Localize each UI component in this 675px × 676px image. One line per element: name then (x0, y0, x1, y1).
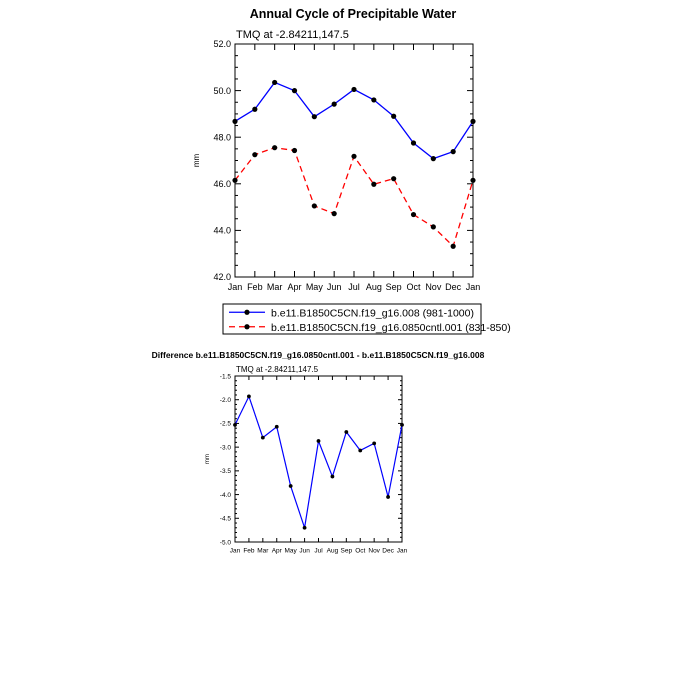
data-point (274, 424, 279, 429)
x-tick-label: Nov (425, 282, 442, 292)
series-line-1 (234, 394, 403, 528)
series-line-1 (234, 81, 474, 160)
y-tick-label: -2.5 (220, 421, 232, 428)
legend-marker (244, 309, 250, 315)
y-axis-label: mm (192, 154, 201, 168)
data-point (331, 101, 337, 107)
x-tick-label: Dec (445, 282, 462, 292)
x-tick-label: Oct (355, 548, 365, 555)
data-point (430, 224, 436, 230)
x-tick-label: Jul (348, 282, 360, 292)
data-point (233, 422, 237, 427)
data-point (272, 145, 278, 151)
data-point (311, 203, 317, 209)
data-point (450, 243, 456, 249)
chart-subtitle: TMQ at -2.84211,147.5 (236, 365, 319, 374)
x-tick-label: Oct (406, 282, 421, 292)
x-tick-label: Jan (397, 548, 408, 555)
legend-label: b.e11.B1850C5CN.f19_g16.008 (981-1000) (271, 307, 474, 319)
x-tick-label: Aug (327, 548, 339, 555)
annual-cycle-chart: Annual Cycle of Precipitable Water TMQ at… (192, 7, 511, 335)
data-point (470, 177, 476, 183)
data-point (386, 495, 390, 499)
x-tick-label: Mar (267, 282, 283, 292)
data-point (272, 79, 278, 86)
data-point (291, 88, 298, 94)
data-point (410, 140, 417, 146)
x-tick-label: Jun (299, 548, 310, 555)
data-point (260, 435, 265, 440)
x-tick-label: Sep (386, 282, 402, 292)
data-point (252, 152, 258, 158)
data-point (372, 441, 377, 446)
y-tick-label: 44.0 (213, 226, 231, 236)
data-point (391, 176, 397, 182)
chart-title: Annual Cycle of Precipitable Water (250, 7, 457, 21)
plot-frame (234, 375, 403, 543)
plot-frame (234, 43, 474, 278)
y-tick-label: -5.0 (220, 539, 232, 546)
y-tick-label: 48.0 (213, 132, 231, 142)
y-tick-label: -2.0 (220, 397, 232, 404)
x-tick-label: Apr (272, 548, 283, 555)
data-point (400, 422, 404, 427)
chart-title: Difference b.e11.B1850C5CN.f19_g16.0850c… (152, 350, 485, 360)
y-tick-label: 42.0 (213, 272, 231, 282)
x-tick-label: Nov (368, 548, 380, 555)
y-tick-label: 46.0 (213, 179, 231, 189)
data-point (430, 156, 436, 162)
chart-subtitle: TMQ at -2.84211,147.5 (236, 29, 349, 41)
y-tick-label: -1.5 (220, 373, 232, 380)
data-point (450, 149, 456, 155)
data-point (330, 474, 335, 479)
difference-chart: Difference b.e11.B1850C5CN.f19_g16.0850c… (152, 350, 485, 555)
x-tick-label: Jan (230, 548, 241, 555)
x-tick-label: Jun (327, 282, 342, 292)
data-point (331, 211, 337, 217)
y-tick-label: -4.0 (220, 492, 232, 499)
x-tick-label: Apr (287, 282, 301, 292)
x-tick-label: Jan (228, 282, 243, 292)
legend-box (222, 303, 482, 335)
x-tick-label: Jul (314, 548, 323, 555)
y-tick-label: -3.5 (220, 468, 232, 475)
legend-marker (244, 324, 250, 330)
data-point (344, 430, 349, 434)
y-tick-label: -3.0 (220, 444, 232, 451)
x-tick-label: May (306, 282, 324, 292)
data-point (351, 86, 357, 93)
y-axis-label: mm (205, 454, 211, 464)
x-tick-label: Sep (341, 548, 353, 555)
data-point (288, 484, 293, 488)
data-point (371, 97, 377, 103)
x-tick-label: Dec (382, 548, 394, 555)
x-tick-label: May (285, 548, 298, 555)
x-tick-label: Jan (466, 282, 481, 292)
x-tick-label: Mar (257, 548, 269, 555)
data-point (252, 106, 258, 112)
data-point (311, 114, 317, 120)
y-tick-label: 50.0 (213, 86, 231, 96)
data-point (391, 113, 397, 119)
x-tick-label: Aug (366, 282, 382, 292)
data-point (232, 118, 238, 124)
x-tick-label: Feb (243, 548, 255, 555)
data-point (302, 525, 307, 530)
data-point (351, 153, 357, 159)
data-point (410, 211, 417, 218)
data-point (291, 147, 298, 154)
data-point (316, 439, 321, 443)
data-point (358, 448, 363, 453)
x-tick-label: Feb (247, 282, 263, 292)
data-point (371, 181, 377, 187)
series-line-2 (234, 147, 474, 248)
y-tick-label: -4.5 (220, 516, 232, 523)
data-point (247, 394, 251, 399)
data-point (470, 118, 476, 124)
legend-label: b.e11.B1850C5CN.f19_g16.0850cntl.001 (83… (271, 322, 511, 334)
data-point (232, 177, 238, 183)
y-tick-label: 52.0 (213, 39, 231, 49)
